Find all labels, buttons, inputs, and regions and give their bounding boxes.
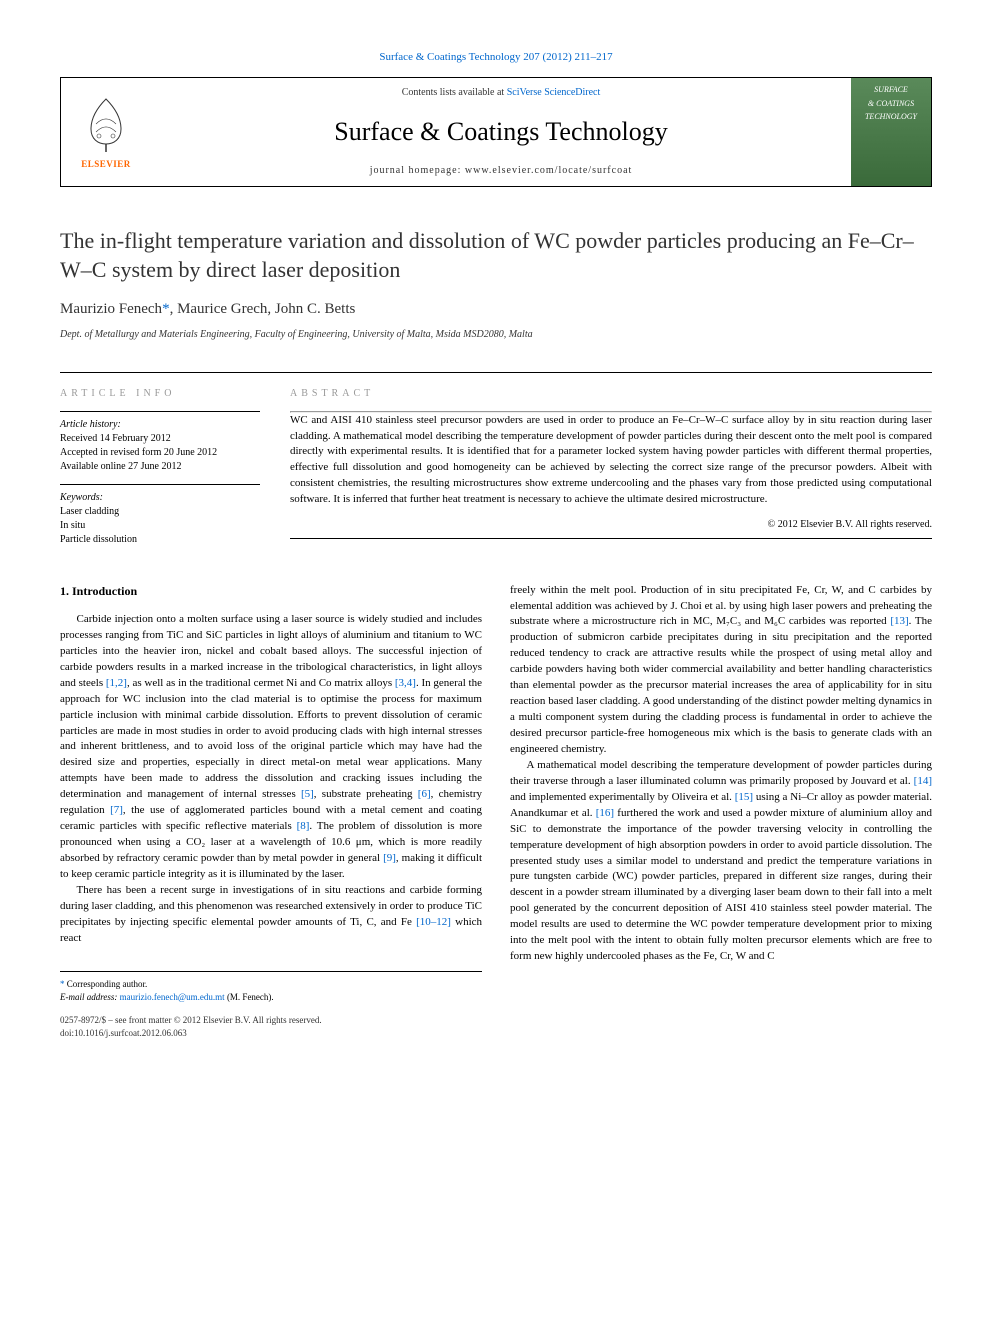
- contents-available-line: Contents lists available at SciVerse Sci…: [402, 86, 601, 100]
- body-text: , substrate preheating: [314, 788, 418, 800]
- ref-link-3-4[interactable]: [3,4]: [395, 677, 416, 689]
- article-info-head: article info: [60, 387, 260, 401]
- body-text: freely within the melt pool. Production …: [510, 584, 932, 628]
- ref-link-16[interactable]: [16]: [596, 807, 614, 819]
- article-info-col: article info Article history: Received 1…: [60, 373, 260, 547]
- body-col-right: freely within the melt pool. Production …: [510, 583, 932, 1040]
- keywords-label: Keywords:: [60, 491, 260, 505]
- elsevier-logo-block: ELSEVIER: [61, 78, 151, 186]
- journal-homepage-line: journal homepage: www.elsevier.com/locat…: [370, 164, 633, 178]
- bottom-meta: 0257-8972/$ – see front matter © 2012 El…: [60, 1014, 482, 1040]
- section-1-heading: 1. Introduction: [60, 583, 482, 600]
- footnote-asterisk: *: [60, 979, 65, 989]
- contents-prefix: Contents lists available at: [402, 87, 507, 98]
- body-text: furthered the work and used a powder mix…: [510, 807, 932, 962]
- email-link[interactable]: maurizio.fenech@um.edu.mt: [120, 992, 225, 1002]
- corresponding-author-note: * Corresponding author.: [60, 978, 482, 991]
- cover-title-1: SURFACE: [874, 84, 908, 95]
- ref-link-6[interactable]: [6]: [418, 788, 431, 800]
- body-text: , as well as in the traditional cermet N…: [127, 677, 395, 689]
- authors-line: Maurizio Fenech*, Maurice Grech, John C.…: [60, 299, 932, 320]
- front-matter-line: 0257-8972/$ – see front matter © 2012 El…: [60, 1014, 482, 1027]
- cover-title-2: & COATINGS: [868, 98, 914, 109]
- journal-cover-thumb: SURFACE & COATINGS TECHNOLOGY: [851, 78, 931, 186]
- journal-header-bar: ELSEVIER Contents lists available at Sci…: [60, 77, 932, 187]
- info-divider-1: [60, 411, 260, 412]
- cover-title-3: TECHNOLOGY: [865, 111, 917, 122]
- sciencedirect-link[interactable]: SciVerse ScienceDirect: [507, 87, 601, 98]
- page-container: Surface & Coatings Technology 207 (2012)…: [0, 0, 992, 1090]
- footnote-block: * Corresponding author. E-mail address: …: [60, 971, 482, 1004]
- ref-link-8[interactable]: [8]: [297, 820, 310, 832]
- body-text: . In general the approach for WC inclusi…: [60, 677, 482, 801]
- body-columns: 1. Introduction Carbide injection onto a…: [60, 583, 932, 1040]
- ref-link-5[interactable]: [5]: [301, 788, 314, 800]
- info-abstract-row: article info Article history: Received 1…: [60, 372, 932, 547]
- abstract-end-divider: [290, 538, 932, 539]
- journal-name: Surface & Coatings Technology: [334, 114, 667, 150]
- abstract-col: abstract WC and AISI 410 stainless steel…: [290, 373, 932, 547]
- top-citation-link[interactable]: Surface & Coatings Technology 207 (2012)…: [60, 50, 932, 65]
- article-title: The in-flight temperature variation and …: [60, 227, 932, 284]
- doi-line: doi:10.1016/j.surfcoat.2012.06.063: [60, 1027, 482, 1040]
- authors-rest: , Maurice Grech, John C. Betts: [170, 301, 356, 317]
- corresponding-label: Corresponding author.: [67, 979, 148, 989]
- affiliation: Dept. of Metallurgy and Materials Engine…: [60, 328, 932, 342]
- elsevier-label: ELSEVIER: [81, 158, 131, 171]
- keyword-3: Particle dissolution: [60, 533, 260, 547]
- ref-link-15[interactable]: [15]: [735, 791, 753, 803]
- body-text: A mathematical model describing the temp…: [510, 759, 932, 787]
- keyword-2: In situ: [60, 519, 260, 533]
- body-para-3: freely within the melt pool. Production …: [510, 583, 932, 758]
- email-line: E-mail address: maurizio.fenech@um.edu.m…: [60, 991, 482, 1004]
- accepted-date: Accepted in revised form 20 June 2012: [60, 446, 260, 460]
- keyword-1: Laser cladding: [60, 505, 260, 519]
- author-1: Maurizio Fenech: [60, 301, 162, 317]
- body-para-2: There has been a recent surge in investi…: [60, 883, 482, 947]
- body-col-left: 1. Introduction Carbide injection onto a…: [60, 583, 482, 1040]
- body-text: and implemented experimentally by Olivei…: [510, 791, 735, 803]
- corresponding-asterisk[interactable]: *: [162, 301, 170, 317]
- ref-link-14[interactable]: [14]: [914, 775, 932, 787]
- history-label: Article history:: [60, 418, 260, 432]
- abstract-text: WC and AISI 410 stainless steel precurso…: [290, 413, 932, 509]
- ref-link-10-12[interactable]: [10–12]: [416, 916, 451, 928]
- available-date: Available online 27 June 2012: [60, 460, 260, 474]
- body-text: . The production of submicron carbide pr…: [510, 615, 932, 755]
- ref-link-9[interactable]: [9]: [383, 852, 396, 864]
- abstract-head: abstract: [290, 387, 932, 401]
- ref-link-13[interactable]: [13]: [890, 615, 908, 627]
- body-para-1: Carbide injection onto a molten surface …: [60, 612, 482, 883]
- abstract-copyright: © 2012 Elsevier B.V. All rights reserved…: [290, 518, 932, 532]
- body-para-4: A mathematical model describing the temp…: [510, 758, 932, 965]
- ref-link-1-2[interactable]: [1,2]: [106, 677, 127, 689]
- received-date: Received 14 February 2012: [60, 432, 260, 446]
- header-center: Contents lists available at SciVerse Sci…: [151, 78, 851, 186]
- email-paren: (M. Fenech).: [227, 992, 274, 1002]
- info-divider-2: [60, 484, 260, 485]
- elsevier-tree-icon: [81, 94, 131, 154]
- ref-link-7[interactable]: [7]: [110, 804, 123, 816]
- email-label: E-mail address:: [60, 992, 117, 1002]
